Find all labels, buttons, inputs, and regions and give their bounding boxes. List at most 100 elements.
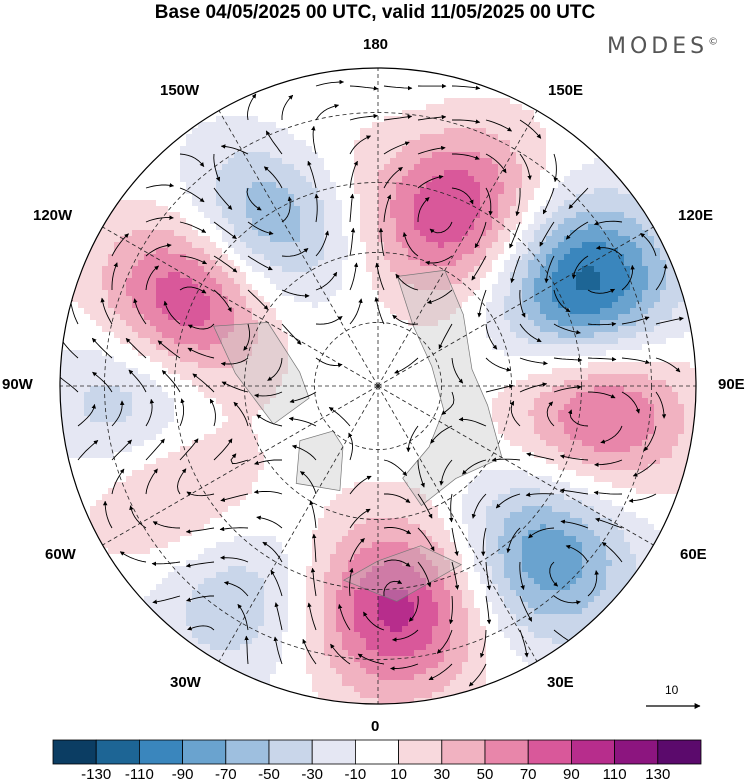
- label-120e: 120E: [678, 207, 714, 224]
- streamline-arrow: [402, 232, 419, 257]
- streamline-arrow: [485, 357, 512, 372]
- streamline-arrow: [655, 391, 667, 419]
- streamline-arrow: [253, 489, 283, 495]
- streamline-arrow: [243, 323, 250, 351]
- brand-name: MODES: [607, 34, 709, 59]
- streamline-arrow: [621, 391, 640, 414]
- latitude-circle: [104, 112, 652, 660]
- streamline-arrow: [436, 629, 453, 654]
- streamline-arrow: [519, 561, 525, 591]
- colorbar-tick-label: 90: [563, 766, 580, 783]
- streamline-arrow: [221, 381, 249, 393]
- streamline-arrow: [559, 488, 589, 495]
- streamline-arrow: [438, 323, 453, 350]
- streamline-arrow: [417, 493, 433, 519]
- streamline-arrow: [315, 316, 343, 325]
- streamline-arrow: [417, 197, 430, 223]
- colorbar-swatch: [614, 739, 659, 765]
- streamline-arrow: [383, 85, 413, 91]
- colorbar-tick-label: 110: [602, 766, 627, 783]
- label-60e: 60E: [680, 546, 707, 563]
- colorbar-swatch: [52, 739, 97, 765]
- streamline-arrow: [559, 454, 589, 461]
- streamline-arrow: [281, 323, 302, 345]
- streamline-arrow: [349, 298, 363, 325]
- streamline-arrow: [187, 347, 215, 359]
- streamline-arrow: [406, 425, 419, 453]
- streamline-arrow: [429, 221, 453, 234]
- reference-vector-label: 10: [665, 683, 679, 697]
- colorbar-swatch: [225, 739, 270, 765]
- streamline-arrow: [349, 160, 358, 189]
- streamline-arrow: [247, 255, 273, 271]
- streamline-arrow: [213, 153, 221, 182]
- streamline-arrow: [129, 505, 147, 529]
- streamline-arrow: [289, 391, 317, 404]
- streamline-arrow: [349, 85, 379, 91]
- streamline-arrow: [468, 663, 487, 687]
- streamline-arrow: [349, 193, 355, 223]
- label-90e: 90E: [718, 376, 745, 393]
- map-boundary: [59, 67, 697, 705]
- streamline-arrow: [244, 635, 249, 665]
- streamline-arrow: [426, 289, 453, 305]
- colorbar-swatch: [571, 739, 616, 765]
- streamline-arrow: [506, 527, 521, 554]
- streamline-arrow: [357, 653, 385, 665]
- streamline-arrow: [477, 289, 487, 318]
- streamline-arrow: [213, 255, 238, 273]
- streamline-arrow: [655, 357, 681, 373]
- label-90w: 90W: [2, 376, 33, 393]
- streamline-arrow: [640, 232, 657, 257]
- streamline-arrow: [480, 629, 487, 658]
- streamline-arrow: [519, 323, 542, 343]
- streamline-arrow: [462, 459, 487, 475]
- streamline-arrow: [553, 384, 582, 393]
- streamline-arrow: [439, 459, 453, 486]
- streamline-arrow: [515, 187, 521, 217]
- streamline-arrow: [546, 401, 555, 427]
- streamline-arrow: [311, 533, 317, 563]
- streamline-arrow: [77, 403, 96, 427]
- streamline-arrow: [315, 230, 330, 257]
- streamline-arrow: [553, 595, 581, 605]
- label-30e: 30E: [547, 674, 574, 691]
- streamline-arrow: [542, 187, 555, 215]
- streamline-arrow: [256, 414, 283, 427]
- streamline-arrow: [185, 527, 215, 534]
- streamline-arrow: [474, 221, 487, 249]
- streamline-arrow: [595, 517, 623, 529]
- streamline-arrow: [291, 444, 317, 461]
- streamline-arrow: [587, 288, 616, 294]
- streamline-arrow: [314, 193, 319, 223]
- streamline-arrow: [383, 527, 412, 535]
- streamline-arrow: [485, 595, 492, 625]
- streamline-arrow: [390, 663, 419, 671]
- streamline-arrow: [565, 544, 589, 563]
- streamline-arrow: [254, 459, 283, 466]
- streamline-arrow: [145, 468, 158, 495]
- streamline-arrow: [223, 580, 249, 597]
- streamline-arrow: [179, 255, 208, 265]
- streamline-arrow: [349, 262, 359, 291]
- streamline-arrow: [510, 255, 521, 284]
- streamline-arrow: [553, 153, 558, 183]
- streamline-arrow: [263, 166, 283, 189]
- streamline-arrow: [349, 113, 379, 121]
- streamline-arrow: [145, 438, 165, 461]
- colorbar-tick-label: -90: [171, 766, 194, 783]
- colorbar-swatch: [138, 739, 183, 765]
- copyright-mark: ©: [708, 36, 719, 48]
- streamline-arrow: [593, 220, 623, 226]
- streamline-arrow: [417, 114, 447, 121]
- streamline-arrow: [328, 407, 351, 427]
- colorbar-tick-label: 50: [476, 766, 494, 783]
- streamline-arrow: [209, 398, 216, 427]
- colorbar-tick-label: 30: [433, 766, 451, 783]
- streamline-arrow: [595, 245, 623, 257]
- streamline-arrow: [417, 459, 425, 488]
- streamline-arrow: [553, 357, 583, 363]
- streamline-arrow: [309, 500, 317, 529]
- streamline-arrow: [111, 233, 129, 257]
- streamline-arrow: [568, 187, 589, 209]
